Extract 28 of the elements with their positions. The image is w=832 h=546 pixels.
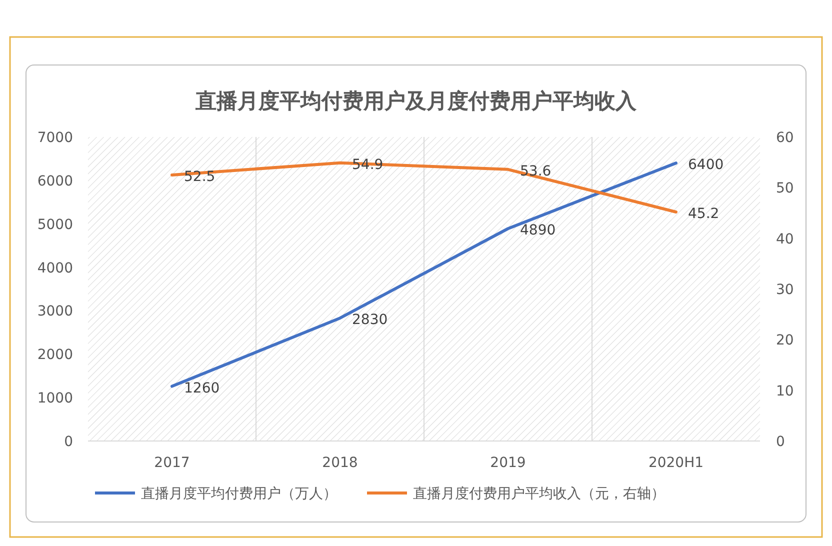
- x-tick-label: 2020H1: [648, 455, 704, 471]
- y-tick-label: 5000: [37, 216, 73, 233]
- legend-label: 直播月度付费用户平均收入（元，右轴）: [413, 486, 665, 502]
- x-tick-label: 2018: [322, 455, 358, 471]
- y2-tick-label: 20: [776, 332, 794, 349]
- data-label: 4890: [520, 222, 556, 239]
- y2-tick-label: 30: [776, 282, 794, 298]
- y2-tick-label: 50: [776, 180, 794, 197]
- y-tick-label: 1000: [37, 390, 73, 407]
- y2-tick-label: 60: [776, 130, 794, 146]
- y-tick-label: 4000: [37, 260, 73, 276]
- y2-tick-label: 0: [776, 434, 785, 450]
- data-label: 53.6: [520, 163, 552, 180]
- y-tick-label: 6000: [37, 173, 73, 190]
- y-tick-label: 2000: [37, 347, 73, 364]
- y-tick-label: 7000: [37, 130, 73, 146]
- x-tick-label: 2017: [154, 455, 190, 471]
- data-label: 2830: [352, 312, 388, 328]
- data-label: 1260: [184, 380, 220, 396]
- y2-tick-label: 40: [776, 231, 794, 248]
- chart-title: 直播月度平均付费用户及月度付费用户平均收入: [194, 89, 638, 113]
- legend-label: 直播月度平均付费用户（万人）: [141, 486, 337, 502]
- data-label: 6400: [688, 157, 724, 174]
- data-label: 45.2: [688, 206, 720, 222]
- y-tick-label: 3000: [37, 304, 73, 320]
- x-tick-label: 2019: [490, 455, 526, 471]
- y2-tick-label: 10: [776, 383, 794, 400]
- y-tick-label: 0: [64, 434, 73, 450]
